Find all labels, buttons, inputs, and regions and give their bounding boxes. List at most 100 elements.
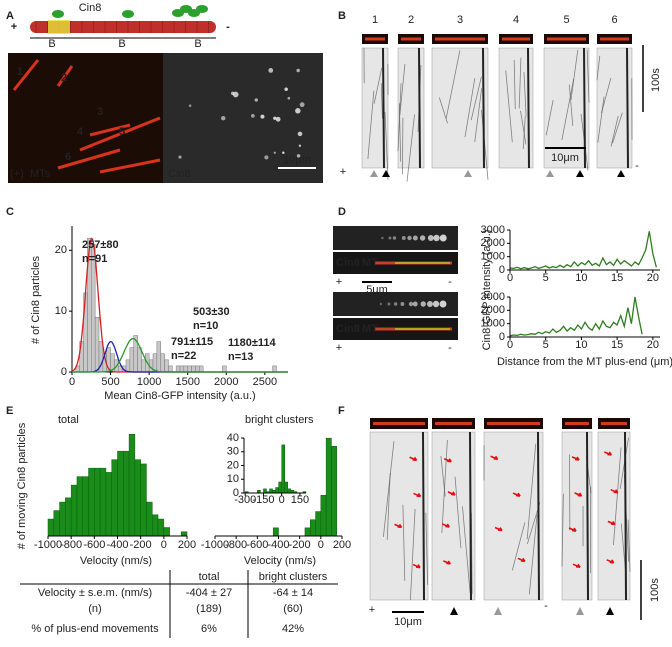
- cin8-spot: [400, 302, 404, 306]
- cin8-spot: [433, 301, 439, 307]
- histogram-bar: [71, 485, 77, 536]
- panel-label: B: [338, 10, 346, 22]
- label: B: [194, 38, 201, 50]
- y-tick-label: 3000: [481, 291, 505, 303]
- y-tick-label: 20: [55, 244, 67, 256]
- kymograph-mt: [419, 48, 420, 168]
- cin8-spot: [300, 102, 305, 107]
- label: 3: [457, 14, 463, 26]
- y-tick-label: 30: [227, 446, 239, 458]
- cin8-spot: [440, 235, 447, 242]
- cin8-spot: [251, 114, 255, 118]
- y-tick-label: 40: [227, 432, 239, 444]
- kymograph-mt: [383, 48, 384, 168]
- histogram-bar: [123, 451, 129, 536]
- histogram-bar: [192, 366, 196, 372]
- fit-label: 257±80: [82, 239, 119, 251]
- label: -: [544, 600, 548, 612]
- cin8-spot: [274, 152, 276, 154]
- fit-n-label: n=91: [82, 253, 107, 265]
- histogram-bar: [112, 460, 118, 536]
- label: 10μm: [551, 152, 579, 164]
- cin8-spot: [221, 116, 225, 120]
- fit-n-label: n=13: [228, 351, 253, 363]
- label: -: [635, 160, 639, 172]
- histogram-bar: [263, 489, 266, 493]
- y-tick-label: 0: [499, 264, 505, 276]
- y-tick-label: 0: [61, 366, 67, 378]
- x-axis-label: Mean Cin8-GFP intensity (a.u.): [104, 390, 255, 402]
- cin8-spot: [381, 237, 383, 239]
- cin8-spot: [433, 235, 439, 241]
- kymograph-mt: [538, 432, 539, 600]
- x-tick-label: 0: [279, 494, 285, 506]
- histogram-bar: [65, 498, 71, 536]
- histogram-bar: [100, 468, 106, 536]
- histogram-bar: [129, 434, 135, 536]
- x-tick-label: 10: [575, 272, 587, 284]
- arrowhead: [576, 170, 584, 177]
- label: B: [48, 38, 55, 50]
- label: 5: [119, 126, 125, 138]
- label: 100s: [649, 578, 661, 602]
- arrowhead: [617, 170, 625, 177]
- table-cell: 42%: [282, 623, 304, 635]
- label: 4: [77, 126, 84, 138]
- fit-label: 503±30: [193, 306, 230, 318]
- histogram-bar: [89, 468, 95, 536]
- cin8-spot: [298, 132, 303, 137]
- x-tick-label: 20: [647, 272, 659, 284]
- histogram-bar: [164, 528, 170, 536]
- histogram-bar: [276, 488, 279, 494]
- cin8-spot: [260, 115, 264, 119]
- histogram-bar: [222, 366, 226, 372]
- label: -: [448, 276, 452, 288]
- fit-n-label: n=10: [193, 320, 218, 332]
- x-tick-label: -800: [60, 539, 82, 551]
- label: 10μm: [283, 154, 311, 166]
- arrowhead: [606, 607, 614, 615]
- x-tick-label: 15: [611, 339, 623, 351]
- label: Cin8: [336, 323, 360, 335]
- cin8-spot: [380, 303, 382, 305]
- histogram-bar: [106, 472, 112, 536]
- arrowhead: [464, 170, 472, 177]
- cin8-spot: [409, 302, 413, 306]
- histogram-bar: [83, 477, 89, 536]
- x-tick-label: -600: [83, 539, 105, 551]
- histogram-bar: [316, 512, 321, 536]
- cin8-spot: [402, 236, 406, 240]
- cin8-spot: [427, 301, 433, 307]
- label: Cin8: [336, 257, 360, 269]
- cin8-spot: [407, 236, 411, 240]
- histogram-bar: [305, 528, 310, 536]
- label: 4: [513, 14, 519, 26]
- label: +: [340, 166, 346, 178]
- x-tick-label: -400: [106, 539, 128, 551]
- label: 5: [563, 14, 569, 26]
- cin8-spot: [284, 87, 287, 90]
- histogram-bar: [165, 360, 169, 372]
- cin8-motor: [122, 10, 134, 18]
- histogram-bar: [138, 348, 142, 372]
- label: 2: [408, 14, 414, 26]
- x-tick-label: -200: [130, 539, 152, 551]
- x-tick-label: 0: [318, 539, 324, 551]
- cin8-spot: [268, 68, 273, 73]
- cin8-spot: [440, 301, 447, 308]
- histogram-bar: [273, 528, 278, 536]
- histogram-bar: [168, 366, 172, 372]
- histogram-bar: [282, 445, 285, 493]
- cin8-motor: [52, 10, 64, 18]
- cin8-spot: [413, 236, 418, 241]
- label: 6: [65, 151, 71, 163]
- histogram-bar: [141, 464, 147, 536]
- arrowhead: [370, 170, 378, 177]
- label: 1: [372, 14, 378, 26]
- kymograph: [544, 48, 589, 168]
- kymograph: [432, 48, 488, 168]
- y-tick-label: 0: [499, 331, 505, 343]
- histogram-bar: [288, 489, 291, 493]
